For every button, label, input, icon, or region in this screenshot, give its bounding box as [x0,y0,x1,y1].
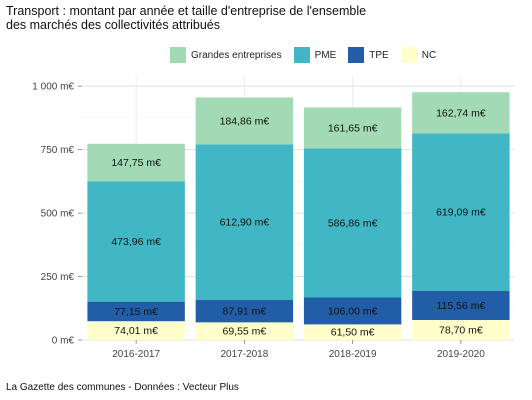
data-label: 115,56 m€ [436,300,485,312]
data-label: 61,50 m€ [331,327,375,339]
y-tick-label: 1 000 m€ [32,82,74,93]
y-tick-label: 0 m€ [52,336,75,347]
x-tick-label: 2017-2018 [220,349,268,360]
bar-segment [412,320,510,340]
bar-segment [303,324,402,340]
bar-segment [195,322,294,340]
chart-title-line-1: Transport : montant par année et taille … [6,4,367,18]
legend-label: Grandes entreprises [191,49,282,61]
data-label: 161,65 m€ [328,122,378,134]
data-label: 77,15 m€ [114,306,158,318]
bar-segment [195,144,294,301]
bar-segment [195,97,294,145]
bar-segment [412,92,510,134]
data-label: 619,09 m€ [436,207,486,219]
x-tick-label: 2018-2019 [329,349,377,360]
data-label: 586,86 m€ [328,217,378,229]
bar-segment [412,133,510,291]
y-tick-label: 750 m€ [41,145,75,156]
chart-title-line-2: des marchés des collectivités attribués [6,18,220,32]
legend-item: PME [293,47,337,63]
data-label: 473,96 m€ [111,236,161,248]
bar-segment [303,297,402,325]
x-tick-label: 2019-2020 [437,349,485,360]
data-label: 147,75 m€ [111,157,161,169]
x-tick-label: 2016-2017 [112,349,160,360]
data-label: 612,90 m€ [220,217,270,229]
y-tick-label: 250 m€ [41,272,75,283]
bar-segment [412,290,510,321]
data-label: 184,86 m€ [220,115,270,127]
bar-segment [303,107,402,149]
legend: Grandes entreprises PME TPE NC [170,46,448,64]
legend-swatch [348,47,365,63]
legend-label: NC [421,49,437,61]
data-label: 74,01 m€ [114,325,158,337]
bar-segment [195,300,294,323]
legend-swatch [400,47,417,63]
bar-segment [87,181,185,302]
data-label: 106,00 m€ [328,305,378,317]
legend-swatch [293,47,310,63]
bar-segment [303,148,402,298]
legend-item: TPE [348,47,389,63]
legend-swatch [170,47,186,63]
bar-segment [87,301,185,322]
data-label: 87,91 m€ [222,306,266,318]
data-label: 162,74 m€ [436,107,486,119]
data-label: 69,55 m€ [222,326,266,338]
y-tick-label: 500 m€ [41,209,75,220]
bar-segment [87,143,185,182]
source-caption: La Gazette des communes - Données : Vect… [6,382,239,393]
data-label: 78,70 m€ [439,325,483,337]
legend-item: Grandes entreprises [170,47,282,63]
legend-item: NC [400,47,437,63]
legend-label: TPE [369,49,389,61]
bar-segment [87,321,185,340]
legend-label: PME [314,49,337,61]
chart-title: Transport : montant par année et taille … [6,4,406,32]
